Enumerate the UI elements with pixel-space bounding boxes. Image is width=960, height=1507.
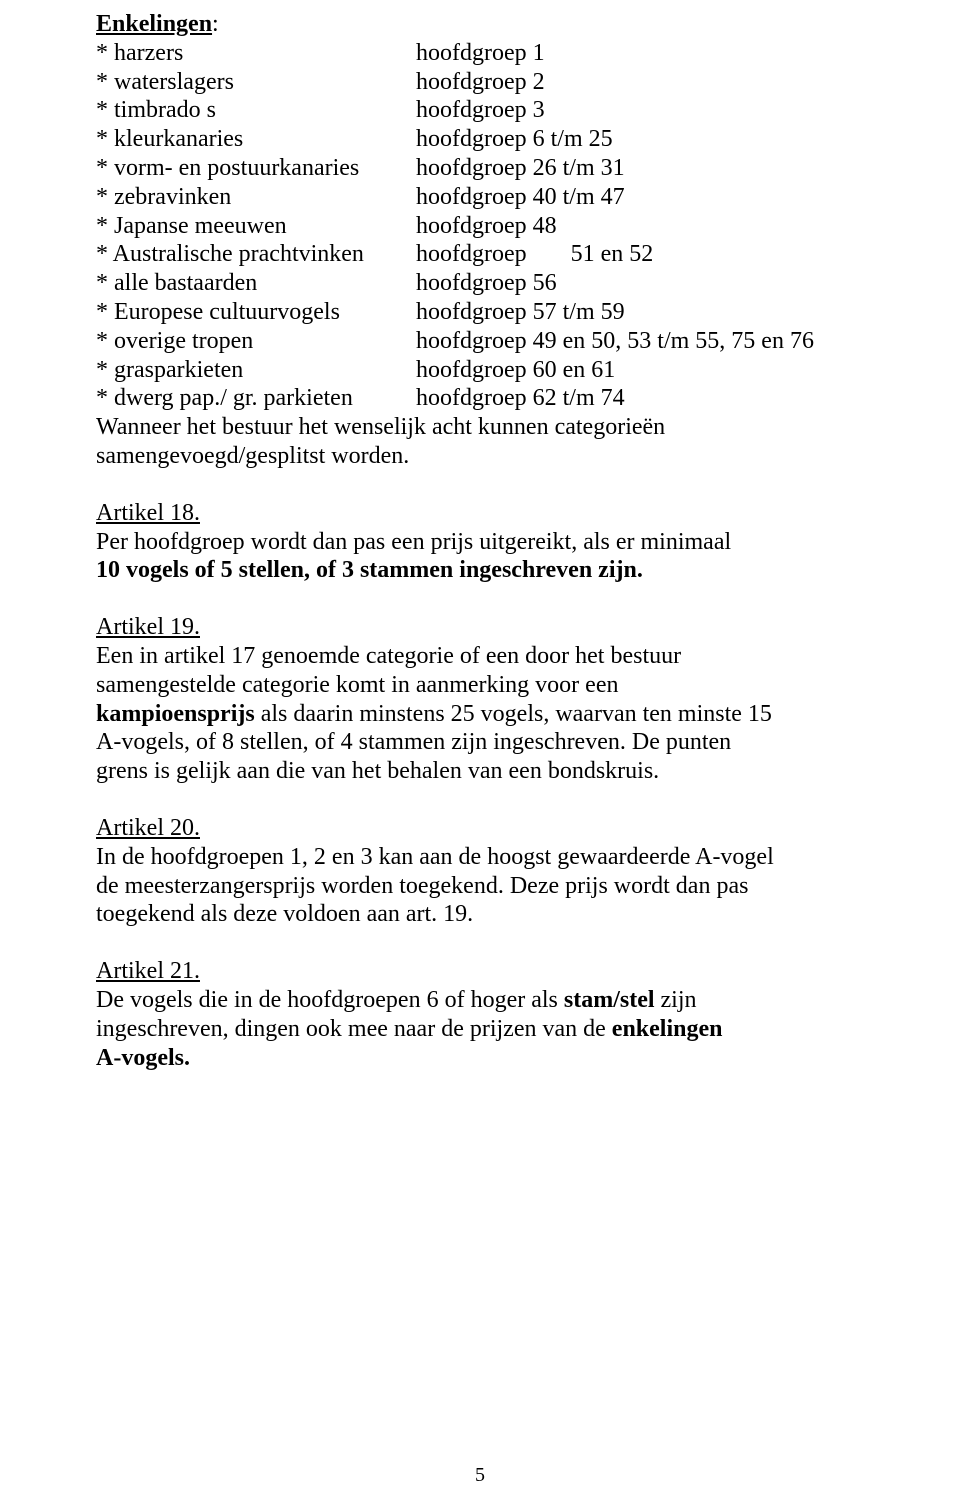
list-row: * dwerg pap./ gr. parkieten hoofdgroep 6… <box>96 384 890 413</box>
artikel-21-line-3: A-vogels. <box>96 1045 190 1071</box>
item-label: * Japanse meeuwen <box>96 212 416 241</box>
list-row: * grasparkieten hoofdgroep 60 en 61 <box>96 356 890 385</box>
artikel-21-line-1b: zijn <box>655 987 697 1013</box>
list-row: * zebravinken hoofdgroep 40 t/m 47 <box>96 183 890 212</box>
artikel-18-title: Artikel 18. <box>96 500 200 526</box>
artikel-21-line-2: ingeschreven, dingen ook mee naar de pri… <box>96 1015 890 1044</box>
item-value: hoofdgroep 40 t/m 47 <box>416 183 890 212</box>
item-label: * Australische prachtvinken <box>96 240 416 269</box>
item-label: * dwerg pap./ gr. parkieten <box>96 384 416 413</box>
item-value: hoofdgroep 56 <box>416 269 890 298</box>
item-label: * kleurkanaries <box>96 125 416 154</box>
artikel-21-title: Artikel 21. <box>96 958 200 984</box>
item-label: * overige tropen <box>96 327 416 356</box>
artikel-21-line-2a: ingeschreven, dingen ook mee naar de pri… <box>96 1016 612 1042</box>
list-row: * timbrado s hoofdgroep 3 <box>96 96 890 125</box>
artikel-19-line-4: A-vogels, of 8 stellen, of 4 stammen zij… <box>96 728 890 757</box>
artikel-19: Artikel 19. Een in artikel 17 genoemde c… <box>96 613 890 786</box>
artikel-21-bold-1: stam/stel <box>564 987 655 1013</box>
artikel-20-line-2: de meesterzangersprijs worden toegekend.… <box>96 872 890 901</box>
list-row: * overige tropen hoofdgroep 49 en 50, 53… <box>96 327 890 356</box>
item-value: hoofdgroep 48 <box>416 212 890 241</box>
artikel-19-bold: kampioensprijs <box>96 701 255 727</box>
item-value-gap: 51 en 52 <box>571 241 654 267</box>
artikel-18: Artikel 18. Per hoofdgroep wordt dan pas… <box>96 499 890 585</box>
item-value: hoofdgroep 26 t/m 31 <box>416 154 890 183</box>
artikel-21: Artikel 21. De vogels die in de hoofdgro… <box>96 957 890 1072</box>
artikel-20: Artikel 20. In de hoofdgroepen 1, 2 en 3… <box>96 814 890 929</box>
page-number: 5 <box>0 1463 960 1487</box>
artikel-20-line-1: In de hoofdgroepen 1, 2 en 3 kan aan de … <box>96 843 890 872</box>
item-value: hoofdgroep 60 en 61 <box>416 356 890 385</box>
artikel-21-line-1a: De vogels die in de hoofdgroepen 6 of ho… <box>96 987 564 1013</box>
artikel-21-line-1: De vogels die in de hoofdgroepen 6 of ho… <box>96 986 890 1015</box>
artikel-18-line-1: Per hoofdgroep wordt dan pas een prijs u… <box>96 528 890 557</box>
heading-colon: : <box>212 11 219 37</box>
post-list-line-1: Wanneer het bestuur het wenselijk acht k… <box>96 413 890 442</box>
item-value-prefix: hoofdgroep <box>416 241 527 267</box>
item-label: * Europese cultuurvogels <box>96 298 416 327</box>
item-label: * vorm- en postuurkanaries <box>96 154 416 183</box>
list-row: * kleurkanaries hoofdgroep 6 t/m 25 <box>96 125 890 154</box>
item-value: hoofdgroep 6 t/m 25 <box>416 125 890 154</box>
artikel-20-line-3: toegekend als deze voldoen aan art. 19. <box>96 900 890 929</box>
post-list-line-2: samengevoegd/gesplitst worden. <box>96 442 890 471</box>
list-row: * Europese cultuurvogels hoofdgroep 57 t… <box>96 298 890 327</box>
heading-line: Enkelingen: <box>96 10 890 39</box>
list-row: * Australische prachtvinken hoofdgroep 51… <box>96 240 890 269</box>
artikel-19-line-5: grens is gelijk aan die van het behalen … <box>96 757 890 786</box>
item-value: hoofdgroep 57 t/m 59 <box>416 298 890 327</box>
list-row: * alle bastaarden hoofdgroep 56 <box>96 269 890 298</box>
document-page: Enkelingen: * harzers hoofdgroep 1 * wat… <box>0 0 960 1507</box>
list-row: * waterslagers hoofdgroep 2 <box>96 68 890 97</box>
artikel-19-line-3-after: als daarin minstens 25 vogels, waarvan t… <box>255 701 772 727</box>
artikel-19-line-3: kampioensprijs als daarin minstens 25 vo… <box>96 700 890 729</box>
item-value: hoofdgroep 62 t/m 74 <box>416 384 890 413</box>
artikel-19-line-1: Een in artikel 17 genoemde categorie of … <box>96 642 890 671</box>
item-value: hoofdgroep 49 en 50, 53 t/m 55, 75 en 76 <box>416 327 890 356</box>
item-label: * timbrado s <box>96 96 416 125</box>
artikel-21-bold-2: enkelingen <box>612 1016 723 1042</box>
item-label: * harzers <box>96 39 416 68</box>
item-value: hoofdgroep 2 <box>416 68 890 97</box>
list-row: * harzers hoofdgroep 1 <box>96 39 890 68</box>
item-label: * waterslagers <box>96 68 416 97</box>
artikel-19-line-2: samengestelde categorie komt in aanmerki… <box>96 671 890 700</box>
list-row: * vorm- en postuurkanaries hoofdgroep 26… <box>96 154 890 183</box>
item-value: hoofdgroep 3 <box>416 96 890 125</box>
artikel-19-title: Artikel 19. <box>96 614 200 640</box>
item-label: * grasparkieten <box>96 356 416 385</box>
item-value: hoofdgroep 1 <box>416 39 890 68</box>
artikel-18-bold: 10 vogels of 5 stellen, of 3 stammen ing… <box>96 557 643 583</box>
heading-enkelingen: Enkelingen <box>96 11 212 37</box>
list-row: * Japanse meeuwen hoofdgroep 48 <box>96 212 890 241</box>
item-label: * zebravinken <box>96 183 416 212</box>
artikel-20-title: Artikel 20. <box>96 815 200 841</box>
item-value: hoofdgroep 51 en 52 <box>416 240 890 269</box>
item-label: * alle bastaarden <box>96 269 416 298</box>
